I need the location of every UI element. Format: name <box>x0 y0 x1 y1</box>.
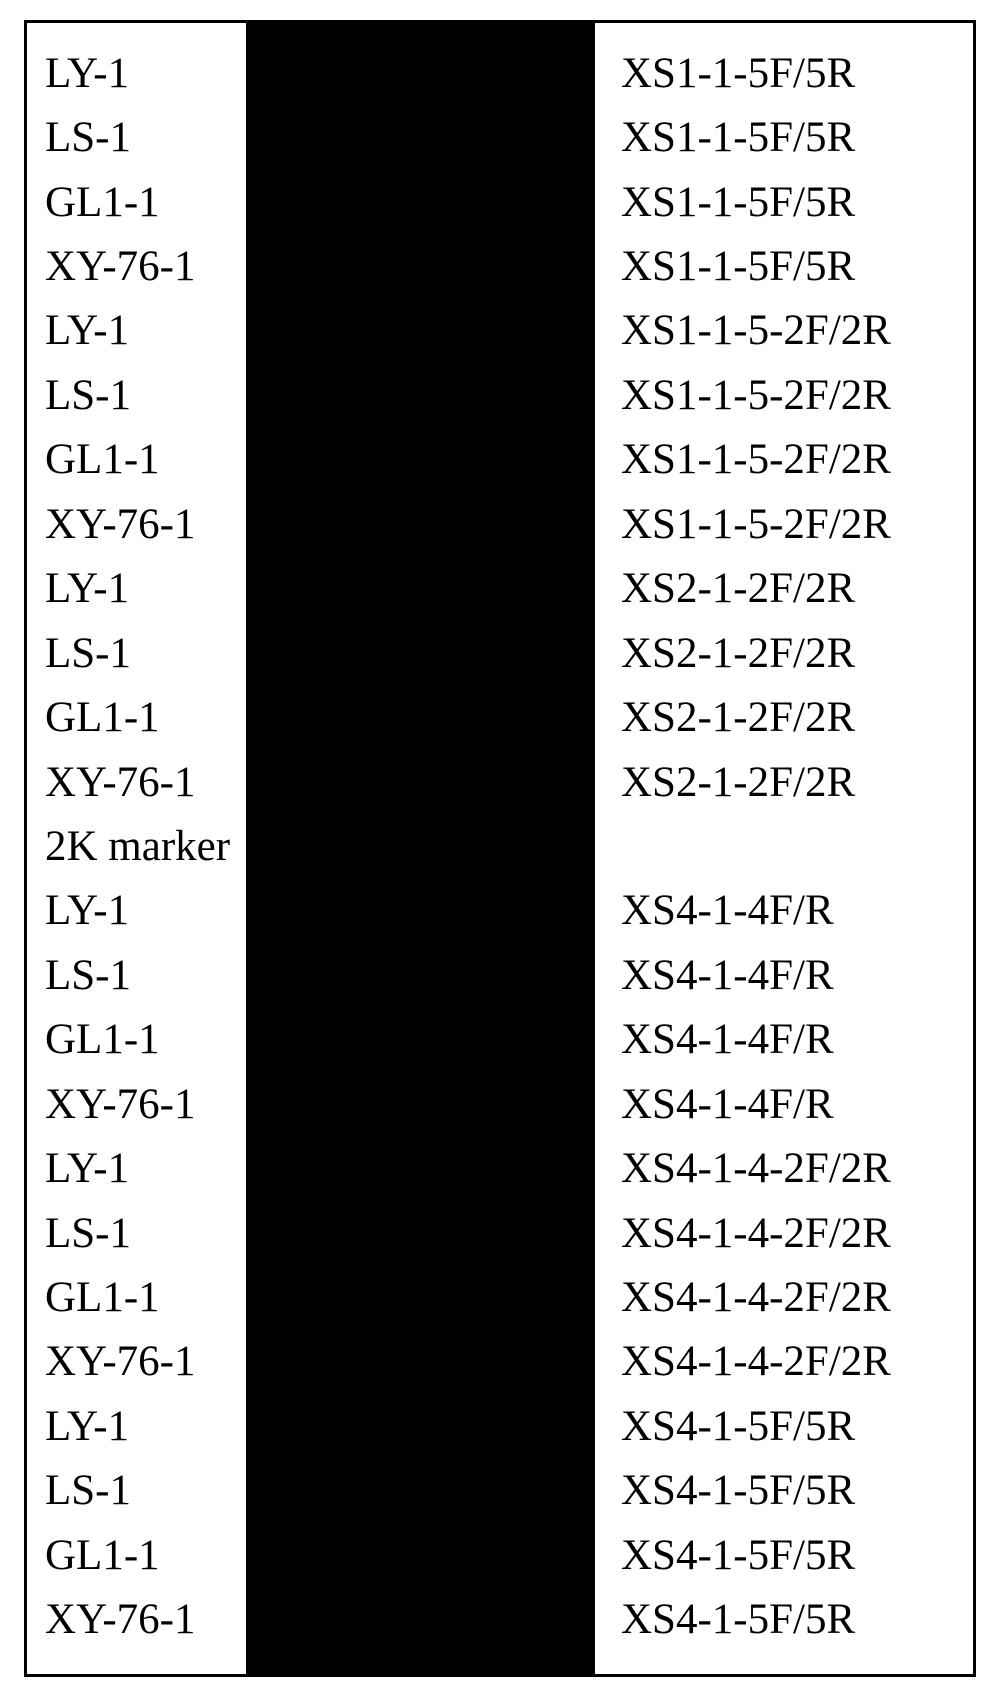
table-row: XS1-1-5F/5R <box>621 48 973 98</box>
table-row: XS1-1-5-2F/2R <box>621 370 973 420</box>
table-row: XY-76-1 <box>45 242 246 292</box>
table-row: XS4-1-4F/R <box>621 950 973 1000</box>
table-row: XS4-1-4-2F/2R <box>621 1273 973 1323</box>
table-row: 2K marker <box>45 821 246 871</box>
table-row: XS4-1-4-2F/2R <box>621 1144 973 1194</box>
table-row: GL1-1 <box>45 1015 246 1065</box>
table-row: XS4-1-4F/R <box>621 1079 973 1129</box>
table-row: XY-76-1 <box>45 1079 246 1129</box>
table-row: XS1-1-5F/5R <box>621 177 973 227</box>
table-row: XY-76-1 <box>45 1595 246 1645</box>
table-row: GL1-1 <box>45 693 246 743</box>
table-row: LS-1 <box>45 113 246 163</box>
table-row: LY-1 <box>45 564 246 614</box>
table-row: XS1-1-5-2F/2R <box>621 435 973 485</box>
sample-column: LY-1 LS-1 GL1-1 XY-76-1 LY-1 LS-1 GL1-1 … <box>27 23 249 1674</box>
primer-column: XS1-1-5F/5R XS1-1-5F/5R XS1-1-5F/5R XS1-… <box>595 23 973 1674</box>
table-row: LY-1 <box>45 1401 246 1451</box>
table-row: XS2-1-2F/2R <box>621 628 973 678</box>
gel-image-column <box>249 23 595 1674</box>
table-row: XS1-1-5-2F/2R <box>621 306 973 356</box>
table-row: XY-76-1 <box>45 757 246 807</box>
table-row: XS4-1-4-2F/2R <box>621 1208 973 1258</box>
table-row: LY-1 <box>45 48 246 98</box>
table-row: XS1-1-5F/5R <box>621 113 973 163</box>
table-row: LS-1 <box>45 628 246 678</box>
table-row: XS1-1-5F/5R <box>621 242 973 292</box>
table-row: LS-1 <box>45 370 246 420</box>
table-row: LY-1 <box>45 1144 246 1194</box>
table-row: XS4-1-4F/R <box>621 886 973 936</box>
table-row: XY-76-1 <box>45 499 246 549</box>
table-row: LS-1 <box>45 950 246 1000</box>
table-row: XS2-1-2F/2R <box>621 757 973 807</box>
table-row: LS-1 <box>45 1466 246 1516</box>
table-row: LS-1 <box>45 1208 246 1258</box>
table-row: XS4-1-5F/5R <box>621 1466 973 1516</box>
table-row: LY-1 <box>45 886 246 936</box>
table-row: XS1-1-5-2F/2R <box>621 499 973 549</box>
table-row: XS4-1-5F/5R <box>621 1595 973 1645</box>
table-row: LY-1 <box>45 306 246 356</box>
table-row: XS4-1-5F/5R <box>621 1401 973 1451</box>
table-row: XS2-1-2F/2R <box>621 693 973 743</box>
table-row: XY-76-1 <box>45 1337 246 1387</box>
table-row: XS4-1-4-2F/2R <box>621 1337 973 1387</box>
pcr-table: LY-1 LS-1 GL1-1 XY-76-1 LY-1 LS-1 GL1-1 … <box>24 20 976 1677</box>
table-row: . <box>621 821 973 871</box>
table-row: GL1-1 <box>45 1530 246 1580</box>
table-row: GL1-1 <box>45 435 246 485</box>
table-row: XS4-1-4F/R <box>621 1015 973 1065</box>
table-row: GL1-1 <box>45 1273 246 1323</box>
table-row: XS4-1-5F/5R <box>621 1530 973 1580</box>
table-row: GL1-1 <box>45 177 246 227</box>
table-row: XS2-1-2F/2R <box>621 564 973 614</box>
